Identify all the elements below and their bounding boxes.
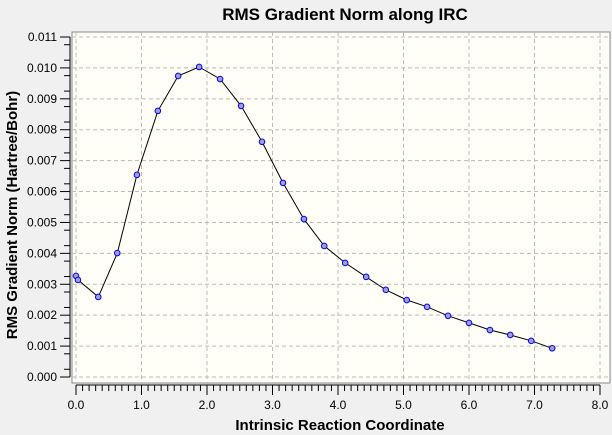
data-point	[382, 286, 390, 294]
data-point	[423, 303, 431, 311]
x-tick-label: 0.0	[68, 398, 85, 412]
x-axis-label: Intrinsic Reaction Coordinate	[235, 417, 444, 434]
data-point	[403, 296, 411, 304]
y-tick-label: 0.009	[27, 92, 57, 106]
data-point	[216, 75, 224, 83]
data-point	[279, 179, 287, 187]
data-point	[300, 215, 308, 223]
y-tick-label: 0.006	[27, 185, 57, 199]
markers	[72, 63, 556, 352]
x-tick-label: 3.0	[264, 398, 281, 412]
data-point	[527, 337, 535, 345]
data-point	[320, 242, 328, 250]
y-tick-label: 0.004	[27, 246, 57, 260]
data-point	[174, 72, 182, 80]
data-point	[94, 293, 102, 301]
grid	[72, 32, 610, 383]
data-point	[195, 63, 203, 71]
data-point	[237, 102, 245, 110]
data-point	[486, 326, 494, 334]
x-tick-label: 6.0	[461, 398, 478, 412]
x-tick-label: 8.0	[592, 398, 609, 412]
y-tick-label: 0.007	[27, 154, 57, 168]
data-point	[258, 138, 266, 146]
data-point	[465, 319, 473, 327]
data-point	[113, 249, 121, 257]
y-tick-label: 0.000	[27, 370, 57, 384]
y-tick-label: 0.001	[27, 339, 57, 353]
x-tick-label: 7.0	[526, 398, 543, 412]
y-tick-label: 0.003	[27, 277, 57, 291]
axes: 0.0 1.0 2.0 3.0 4.0 5.0 6.0 7.0 8.0 0.000 0.001 0.0…	[27, 30, 609, 412]
y-tick-label: 0.002	[27, 308, 57, 322]
y-tick-label: 0.005	[27, 215, 57, 229]
x-tick-label: 1.0	[133, 398, 150, 412]
x-tick-label: 4.0	[330, 398, 347, 412]
data-point	[74, 276, 82, 284]
y-axis-label: RMS Gradient Norm (Hartree/Bohr)	[4, 91, 21, 339]
x-tick-label: 2.0	[199, 398, 216, 412]
x-tick-label: 5.0	[395, 398, 412, 412]
y-tick-label: 0.011	[28, 30, 57, 44]
chart-title: RMS Gradient Norm along IRC	[222, 5, 468, 24]
data-point	[362, 273, 370, 281]
data-point	[548, 344, 556, 352]
data-point	[506, 331, 514, 339]
data-point	[444, 312, 452, 320]
data-point	[133, 171, 141, 179]
data-point	[341, 259, 349, 267]
data-point	[154, 107, 162, 115]
y-tick-label: 0.008	[27, 123, 57, 137]
plot-area	[71, 31, 611, 384]
y-tick-label: 0.010	[27, 61, 57, 75]
